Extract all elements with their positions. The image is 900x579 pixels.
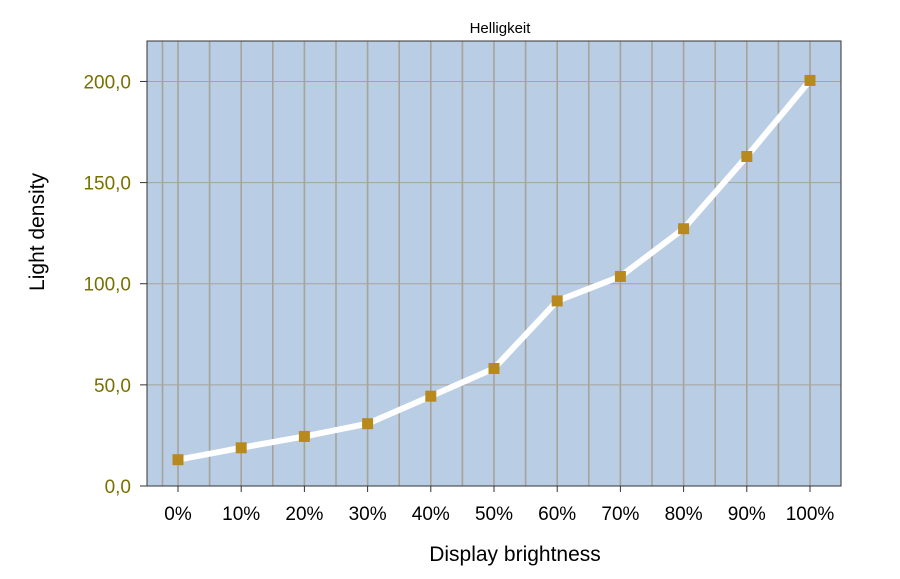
- chart-title: Helligkeit: [470, 20, 532, 37]
- data-point: [425, 390, 437, 402]
- x-tick-label: 50%: [475, 504, 513, 525]
- x-tick-labels: 0% 10% 20% 30% 40% 50% 60% 70% 80% 90% 100%: [164, 504, 834, 525]
- data-point: [298, 430, 310, 442]
- data-point: [678, 223, 690, 235]
- y-tick-label: 150,0: [83, 174, 131, 195]
- data-point: [551, 295, 563, 307]
- series-group: [172, 74, 816, 466]
- y-tick-label: 200,0: [83, 72, 131, 93]
- data-point: [614, 270, 626, 282]
- data-point: [235, 442, 247, 454]
- axes: [140, 40, 842, 492]
- x-tick-label: 90%: [728, 504, 766, 525]
- x-tick-label: 30%: [349, 504, 387, 525]
- y-tick-label: 100,0: [83, 275, 131, 296]
- y-tick-label: 50,0: [94, 376, 131, 397]
- data-point: [741, 150, 753, 162]
- y-tick-label: 0,0: [105, 477, 131, 498]
- data-point: [488, 362, 500, 374]
- x-tick-label: 10%: [222, 504, 260, 525]
- x-tick-label: 80%: [665, 504, 703, 525]
- x-tick-label: 0%: [164, 504, 192, 525]
- data-point: [362, 418, 374, 430]
- data-point: [172, 454, 184, 466]
- y-axis-label: Light density: [26, 173, 49, 291]
- x-axis-label: Display brightness: [429, 543, 601, 566]
- x-tick-label: 100%: [786, 504, 835, 525]
- horizontal-gridlines: [147, 80, 841, 386]
- y-tick-labels: 0,0 50,0 100,0 150,0 200,0: [83, 72, 131, 498]
- x-tick-label: 20%: [285, 504, 323, 525]
- data-point: [804, 74, 816, 86]
- x-tick-label: 70%: [601, 504, 639, 525]
- x-tick-label: 40%: [412, 504, 450, 525]
- vertical-gridlines: [161, 41, 811, 486]
- x-tick-label: 60%: [538, 504, 576, 525]
